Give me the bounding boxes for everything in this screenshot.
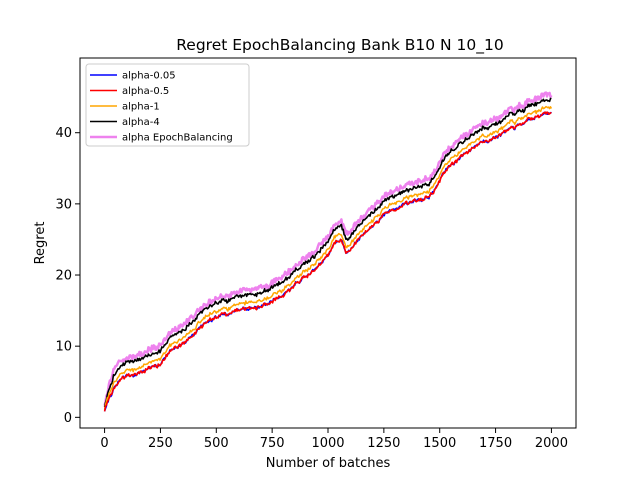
y-tick-label: 40 bbox=[55, 126, 72, 141]
legend-label: alpha-1 bbox=[122, 102, 160, 113]
x-axis-ticks: 0 250 500 750 1000 1250 1500 1750 2000 bbox=[100, 428, 568, 451]
x-tick-label: 1750 bbox=[479, 436, 512, 451]
y-tick-label: 10 bbox=[55, 340, 72, 355]
y-tick-label: 30 bbox=[55, 197, 72, 212]
legend-label: alpha-4 bbox=[122, 117, 160, 128]
x-tick-label: 2000 bbox=[535, 436, 568, 451]
y-tick-label: 20 bbox=[55, 269, 72, 284]
x-tick-label: 0 bbox=[100, 436, 108, 451]
x-tick-label: 250 bbox=[148, 436, 173, 451]
x-tick-label: 1000 bbox=[311, 436, 344, 451]
plot-lines bbox=[103, 91, 553, 412]
legend-label: alpha-0.05 bbox=[122, 71, 176, 82]
x-tick-label: 1500 bbox=[423, 436, 456, 451]
chart-title: Regret EpochBalancing Bank B10 N 10_10 bbox=[176, 36, 504, 55]
legend: alpha-0.05 alpha-0.5 alpha-1 alpha-4 alpha E… bbox=[85, 63, 250, 147]
y-axis-label: Regret bbox=[33, 222, 48, 265]
x-tick-label: 500 bbox=[204, 436, 229, 451]
legend-label: alpha-0.5 bbox=[122, 86, 169, 97]
y-axis-ticks: 0 10 20 30 40 bbox=[55, 126, 80, 426]
x-tick-label: 750 bbox=[260, 436, 285, 451]
series-line-alpha-epochbalancing bbox=[103, 91, 553, 406]
series-line-alpha-4 bbox=[103, 97, 552, 408]
series-line-alpha-1 bbox=[103, 105, 553, 410]
legend-box bbox=[85, 63, 250, 147]
x-tick-label: 1250 bbox=[367, 436, 400, 451]
x-axis-label: Number of batches bbox=[266, 456, 391, 471]
legend-label: alpha EpochBalancing bbox=[122, 133, 233, 144]
series-line-alpha-0-5 bbox=[103, 111, 552, 412]
y-tick-label: 0 bbox=[64, 411, 72, 426]
